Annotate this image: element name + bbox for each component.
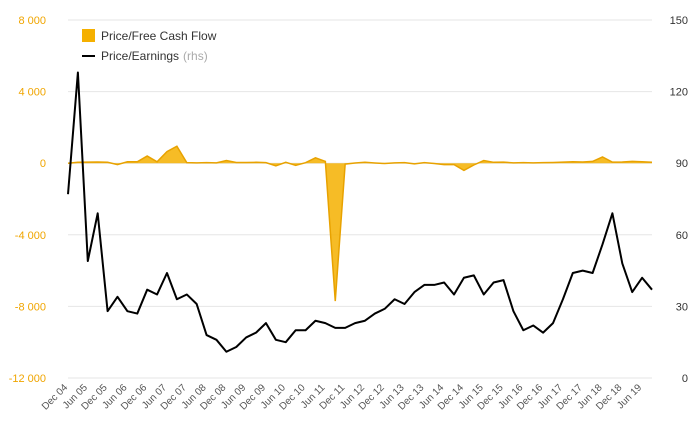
right-tick-label: 0	[682, 373, 688, 385]
line-layer	[67, 71, 653, 353]
right-tick-label: 120	[670, 87, 688, 99]
legend-swatch-pfcf	[82, 29, 95, 42]
legend-label-pe: Price/Earnings (rhs)	[101, 49, 208, 63]
right-tick-label: 90	[676, 158, 688, 170]
left-tick-label: 4 000	[18, 87, 46, 99]
right-tick-label: 30	[676, 301, 688, 313]
legend-label-pe-main: Price/Earnings	[101, 49, 179, 63]
left-tick-label: -4 000	[15, 230, 46, 242]
series-area-pfcf	[68, 146, 652, 302]
left-tick-label: 0	[40, 158, 46, 170]
area-layer	[67, 145, 653, 302]
right-tick-label: 60	[676, 230, 688, 242]
right-tick-label: 150	[670, 15, 688, 27]
series-outline-pfcf	[67, 145, 653, 302]
series-line-pe	[67, 71, 653, 353]
left-axis: 8 000 4 000 0 -4 000 -8 000 -12 000	[9, 15, 46, 385]
legend-label-pfcf: Price/Free Cash Flow	[101, 29, 217, 43]
grid-layer	[68, 19, 652, 379]
legend: Price/Free Cash Flow Price/Earnings (rhs)	[82, 29, 217, 63]
right-axis: 150 120 90 60 30 0	[670, 15, 688, 385]
left-tick-label: -12 000	[9, 373, 46, 385]
left-tick-label: 8 000	[18, 15, 46, 27]
legend-label-pe-sub: (rhs)	[183, 49, 208, 63]
left-tick-label: -8 000	[15, 301, 46, 313]
